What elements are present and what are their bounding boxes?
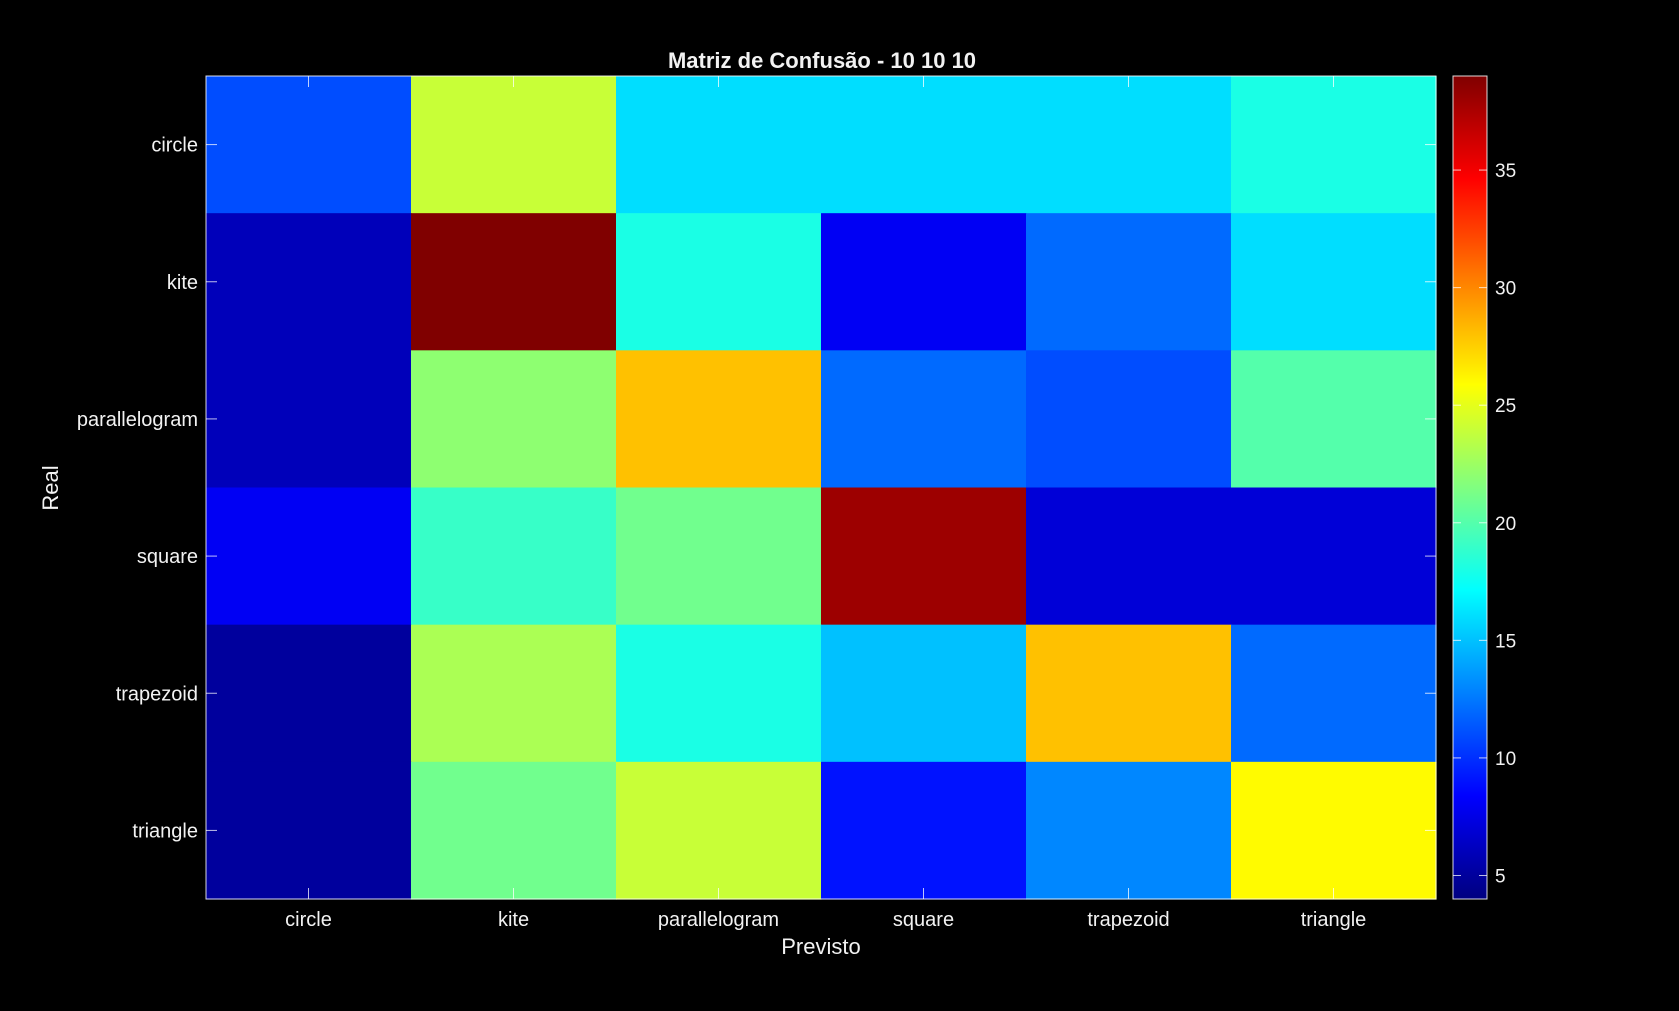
axis-ticks xyxy=(206,76,1436,899)
heatmap-cell-trapezoid-triangle xyxy=(1231,624,1437,763)
axes-frame xyxy=(205,75,1437,900)
heatmap-cell-triangle-kite xyxy=(411,761,617,900)
heatmap-cell-square-square xyxy=(821,487,1027,626)
colorbar-tick-label: 20 xyxy=(1495,514,1516,535)
heatmap-cell-parallelogram-triangle xyxy=(1231,350,1437,489)
colorbar-frame xyxy=(1452,75,1488,900)
y-tick-label: trapezoid xyxy=(116,683,198,705)
heatmap-cell-trapezoid-trapezoid xyxy=(1026,624,1232,763)
x-tick-label: triangle xyxy=(1301,909,1367,931)
heatmap-cell-kite-circle xyxy=(206,213,412,351)
heatmap-cell-kite-triangle xyxy=(1231,213,1437,351)
heatmap-cell-square-circle xyxy=(206,487,412,626)
heatmap-cell-kite-parallelogram xyxy=(616,213,822,351)
colorbar: 5 10 15 20 25 30 35 xyxy=(1452,75,1516,900)
heatmap-cell-parallelogram-square xyxy=(821,350,1027,489)
heatmap-cell-triangle-trapezoid xyxy=(1026,761,1232,900)
colorbar-tick-label: 15 xyxy=(1495,631,1516,652)
x-tick-label: parallelogram xyxy=(658,909,779,931)
y-tick-label: circle xyxy=(151,135,198,157)
heatmap-cell-square-kite xyxy=(411,487,617,626)
colorbar-tick-label: 10 xyxy=(1495,749,1516,770)
colorbar-gradient xyxy=(1453,76,1487,899)
heatmap-cell-trapezoid-circle xyxy=(206,624,412,763)
colorbar-tick-label: 30 xyxy=(1495,279,1516,300)
heatmap-cell-circle-square xyxy=(821,76,1027,214)
heatmap-cell-square-triangle xyxy=(1231,487,1437,626)
heatmap-cell-circle-circle xyxy=(206,76,412,214)
y-tick-label: square xyxy=(137,546,198,568)
heatmap-cell-square-parallelogram xyxy=(616,487,822,626)
heatmap-cell-kite-trapezoid xyxy=(1026,213,1232,351)
x-axis-label: Previsto xyxy=(781,934,860,959)
heatmap-cell-circle-trapezoid xyxy=(1026,76,1232,214)
colorbar-tick-label: 25 xyxy=(1495,396,1516,417)
y-axis-label: Real xyxy=(38,465,63,510)
heatmap-cell-parallelogram-kite xyxy=(411,350,617,489)
heatmap-cells xyxy=(206,76,1437,900)
heatmap-cell-triangle-triangle xyxy=(1231,761,1437,900)
x-tick-label: circle xyxy=(285,909,332,931)
x-tick-labels: circle kite parallelogram square trapezoid tr… xyxy=(285,909,1366,931)
x-tick-label: kite xyxy=(498,909,529,931)
heatmap-cell-kite-kite xyxy=(411,213,617,351)
heatmap-cell-circle-triangle xyxy=(1231,76,1437,214)
colorbar-tick-label: 35 xyxy=(1495,161,1516,182)
heatmap-cell-triangle-circle xyxy=(206,761,412,900)
heatmap-cell-trapezoid-square xyxy=(821,624,1027,763)
y-tick-labels: circle kite parallelogram square trapezoid tr… xyxy=(77,135,198,843)
heatmap-cell-trapezoid-parallelogram xyxy=(616,624,822,763)
chart-title: Matriz de Confusão - 10 10 10 xyxy=(668,48,976,73)
heatmap-cell-parallelogram-trapezoid xyxy=(1026,350,1232,489)
y-tick-label: parallelogram xyxy=(77,409,198,431)
heatmap-cell-square-trapezoid xyxy=(1026,487,1232,626)
heatmap-cell-kite-square xyxy=(821,213,1027,351)
heatmap-cell-triangle-square xyxy=(821,761,1027,900)
colorbar-tick-label: 5 xyxy=(1495,866,1506,887)
x-tick-label: trapezoid xyxy=(1087,909,1169,931)
x-tick-label: square xyxy=(893,909,954,931)
heatmap-cell-parallelogram-parallelogram xyxy=(616,350,822,489)
y-tick-label: kite xyxy=(167,272,198,294)
heatmap-cell-circle-parallelogram xyxy=(616,76,822,214)
y-tick-label: triangle xyxy=(132,820,198,842)
heatmap-cell-triangle-parallelogram xyxy=(616,761,822,900)
heatmap-cell-trapezoid-kite xyxy=(411,624,617,763)
heatmap-cell-circle-kite xyxy=(411,76,617,214)
heatmap-cell-parallelogram-circle xyxy=(206,350,412,489)
